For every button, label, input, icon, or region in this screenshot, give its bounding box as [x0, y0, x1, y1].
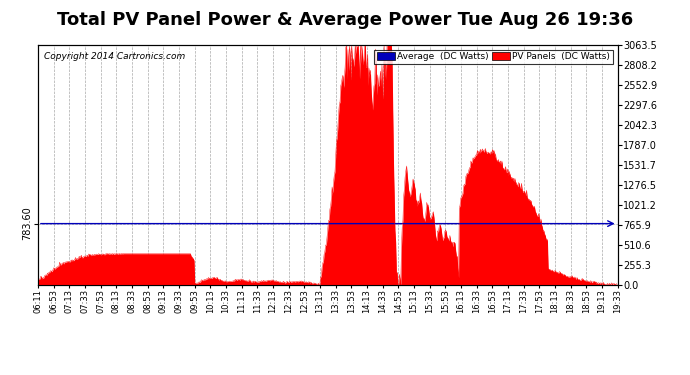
Text: Copyright 2014 Cartronics.com: Copyright 2014 Cartronics.com [43, 52, 185, 61]
Text: Total PV Panel Power & Average Power Tue Aug 26 19:36: Total PV Panel Power & Average Power Tue… [57, 11, 633, 29]
Legend: Average  (DC Watts), PV Panels  (DC Watts): Average (DC Watts), PV Panels (DC Watts) [374, 50, 613, 64]
